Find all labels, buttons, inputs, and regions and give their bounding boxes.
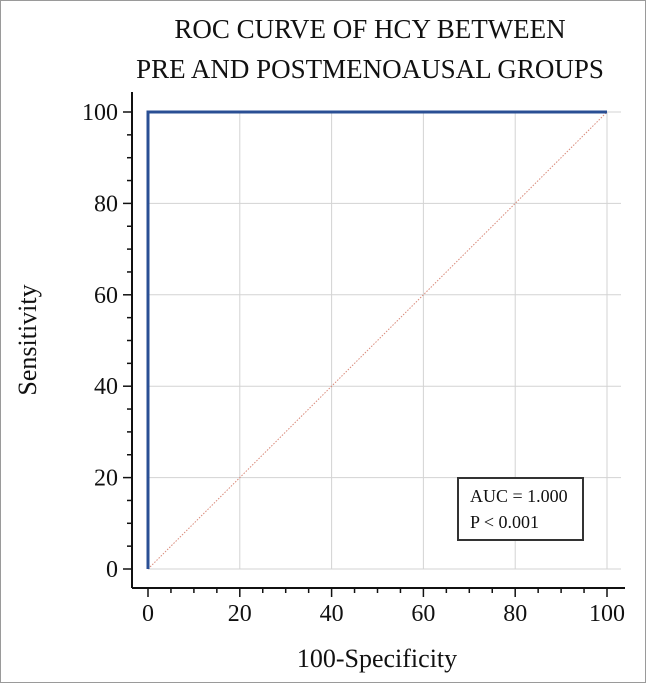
annotation-box: [457, 477, 584, 541]
x-tick-label-60: 60: [411, 601, 435, 627]
x-axis-label: 100-Specificity: [297, 644, 457, 673]
y-tick-label-20: 20: [94, 466, 118, 492]
y-axis-label: Sensitivity: [13, 284, 42, 395]
y-tick-label-80: 80: [94, 191, 118, 217]
x-tick-label-40: 40: [320, 601, 344, 627]
y-tick-label-0: 0: [106, 557, 118, 583]
x-tick-label-100: 100: [589, 601, 625, 627]
roc-series-layer: [146, 110, 607, 569]
auc-annotation: AUC = 1.000: [470, 486, 568, 506]
x-tick-label-0: 0: [142, 601, 154, 627]
tick-label-layer: 0 20 40 60 80 100 0 20 40 60 80 100: [82, 100, 625, 627]
y-tick-label-60: 60: [94, 283, 118, 309]
y-tick-label-100: 100: [82, 100, 118, 126]
roc-curve-line: [146, 110, 607, 569]
p-value-annotation: P < 0.001: [470, 512, 539, 532]
x-tick-label-20: 20: [228, 601, 252, 627]
y-tick-label-40: 40: [94, 374, 118, 400]
axes-layer: [123, 92, 625, 597]
chart-title-line-2: PRE AND POSTMENOAUSAL GROUPS: [136, 54, 604, 84]
x-tick-label-80: 80: [503, 601, 527, 627]
chart-title-line-1: ROC CURVE OF HCY BETWEEN: [174, 14, 565, 44]
